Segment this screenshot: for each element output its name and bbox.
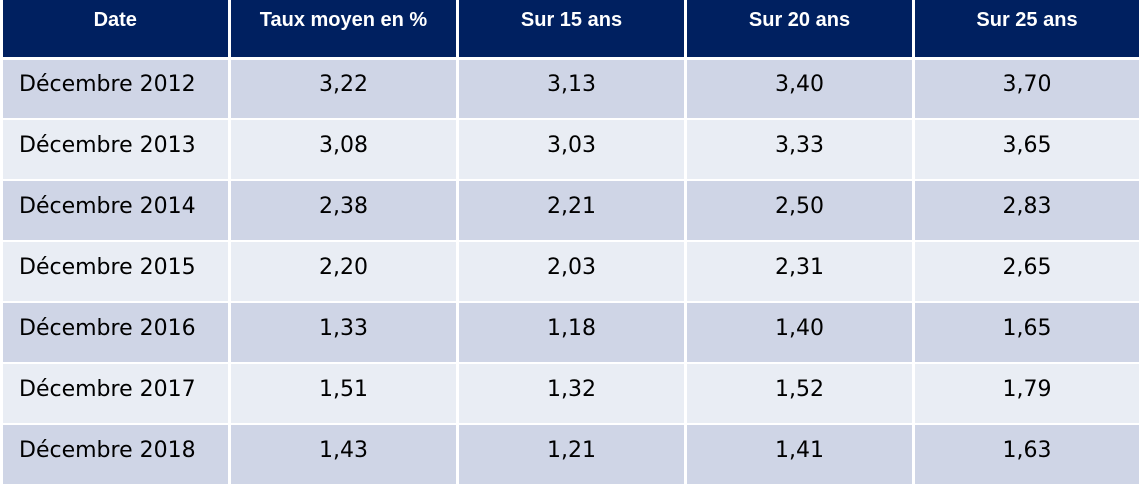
date-cell: Décembre 2016 [0,302,231,364]
date-cell: Décembre 2018 [0,424,231,486]
rate-25-cell: 3,70 [912,58,1139,120]
table-row: Décembre 2017 1,51 1,32 1,52 1,79 [0,363,1139,425]
average-rate-cell: 1,43 [228,424,459,486]
average-rate-cell: 1,51 [228,363,459,425]
header-average-rate: Taux moyen en % [228,0,459,60]
rate-15-cell: 1,32 [456,363,687,425]
rate-25-cell: 1,63 [912,424,1139,486]
rate-25-cell: 2,83 [912,180,1139,242]
date-cell: Décembre 2014 [0,180,231,242]
date-cell: Décembre 2013 [0,119,231,181]
average-rate-cell: 1,33 [228,302,459,364]
rate-15-cell: 2,21 [456,180,687,242]
table-row: Décembre 2012 3,22 3,13 3,40 3,70 [0,58,1139,120]
rate-20-cell: 3,40 [684,58,915,120]
average-rate-cell: 2,38 [228,180,459,242]
rate-20-cell: 1,41 [684,424,915,486]
header-date: Date [0,0,231,60]
average-rate-cell: 2,20 [228,241,459,303]
rate-20-cell: 1,52 [684,363,915,425]
table-row: Décembre 2016 1,33 1,18 1,40 1,65 [0,302,1139,364]
header-15-years: Sur 15 ans [456,0,687,60]
table-row: Décembre 2015 2,20 2,03 2,31 2,65 [0,241,1139,303]
table-row: Décembre 2018 1,43 1,21 1,41 1,63 [0,424,1139,486]
rate-15-cell: 3,13 [456,58,687,120]
table-row: Décembre 2013 3,08 3,03 3,33 3,65 [0,119,1139,181]
rate-20-cell: 2,50 [684,180,915,242]
rate-15-cell: 3,03 [456,119,687,181]
date-cell: Décembre 2015 [0,241,231,303]
rate-25-cell: 1,79 [912,363,1139,425]
average-rate-cell: 3,22 [228,58,459,120]
average-rate-cell: 3,08 [228,119,459,181]
date-cell: Décembre 2012 [0,58,231,120]
header-row: Date Taux moyen en % Sur 15 ans Sur 20 a… [0,0,1139,60]
rate-15-cell: 2,03 [456,241,687,303]
header-25-years: Sur 25 ans [912,0,1139,60]
rate-20-cell: 1,40 [684,302,915,364]
rate-20-cell: 3,33 [684,119,915,181]
rate-25-cell: 3,65 [912,119,1139,181]
rate-25-cell: 1,65 [912,302,1139,364]
table-row: Décembre 2014 2,38 2,21 2,50 2,83 [0,180,1139,242]
header-20-years: Sur 20 ans [684,0,915,60]
rate-25-cell: 2,65 [912,241,1139,303]
rate-20-cell: 2,31 [684,241,915,303]
date-cell: Décembre 2017 [0,363,231,425]
rate-15-cell: 1,21 [456,424,687,486]
rate-15-cell: 1,18 [456,302,687,364]
